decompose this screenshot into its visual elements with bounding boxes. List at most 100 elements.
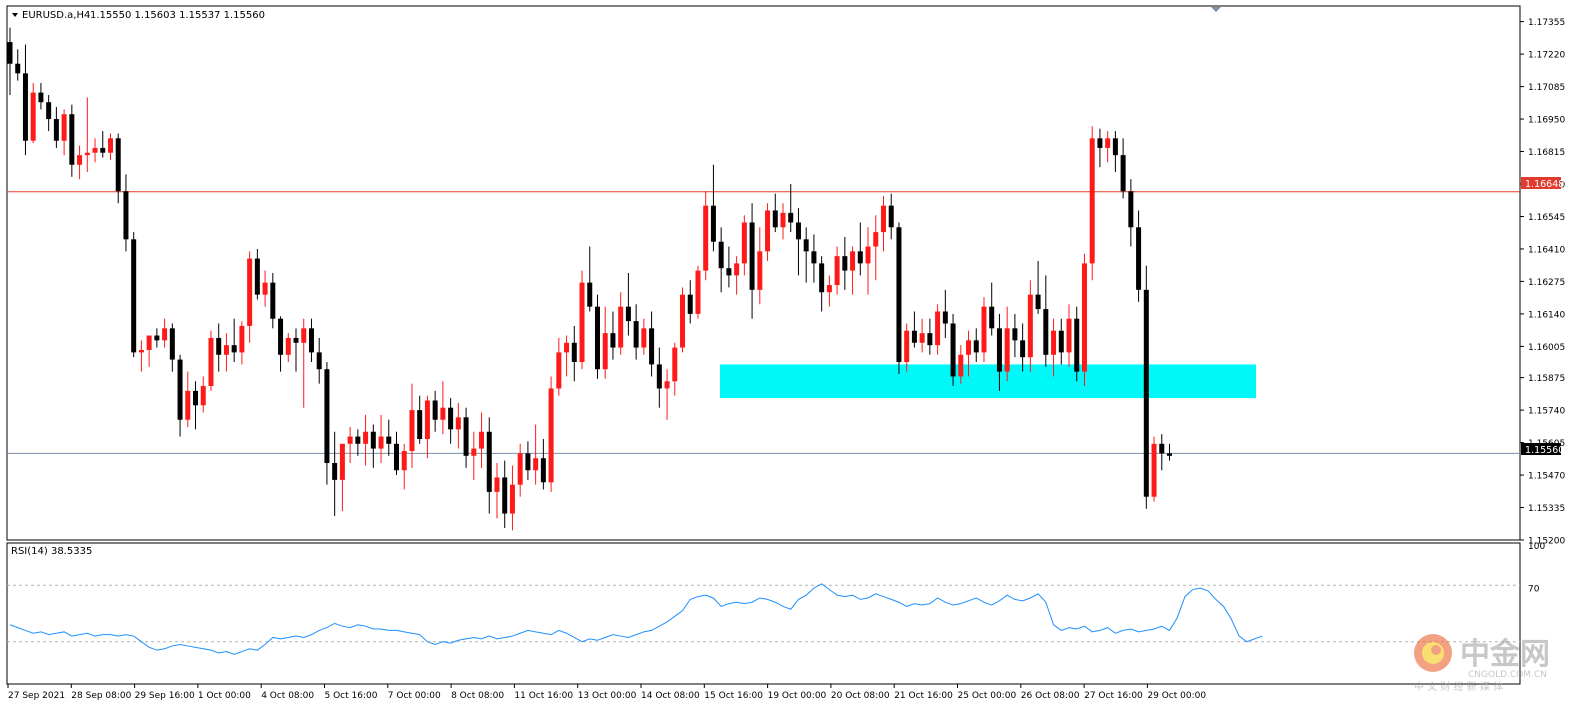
candle-body [77,155,83,165]
candle [695,265,701,319]
candle [904,323,910,372]
time-axis-label: 4 Oct 08:00 [261,691,314,701]
candle-body [1128,191,1134,228]
candle-body [471,448,477,456]
candle [950,313,956,387]
candle [935,304,941,355]
candle [1097,128,1103,168]
time-axis-label: 11 Oct 16:00 [514,691,573,701]
candle-body [394,443,399,471]
candle [486,417,492,514]
candle-body [463,417,469,456]
candle [1066,304,1072,367]
candle [1105,131,1111,163]
candle [38,82,44,110]
candle [989,282,995,336]
rsi-line [9,583,1263,655]
candle [958,345,964,384]
candle-body [880,205,886,233]
candle [795,208,801,276]
price-axis-label: 1.17085 [1528,83,1565,93]
candle-body [177,359,183,420]
candle-body [749,222,755,290]
candle [123,174,129,252]
candle [1151,436,1157,502]
candle [107,133,113,160]
rsi-panel-frame [6,542,1521,685]
time-axis-label: 8 Oct 08:00 [451,691,504,701]
symbol-menu-triangle-icon[interactable] [12,13,18,17]
candle [401,443,407,490]
candle-body [904,330,910,362]
ohlc-values: 1.15550 1.15603 1.15537 1.15560 [90,10,265,21]
candle-body [479,431,485,449]
candle-body [618,306,624,348]
candle [618,292,624,355]
candle [471,431,477,480]
candle-body [363,431,369,444]
candle [455,402,461,449]
chart-shift-marker-icon[interactable] [1211,7,1221,12]
candle-body [332,463,338,480]
candle [417,395,423,444]
candle [610,311,616,360]
candle-body [1027,294,1033,358]
symbol-label: EURUSD.a,H4 [22,10,90,21]
rsi-label: RSI(14) 38.5335 [11,546,92,557]
support-zone-rectangle[interactable] [720,364,1256,399]
candle-body [533,458,539,471]
time-axis-label: 29 Oct 00:00 [1147,691,1206,701]
candle-body [239,325,245,353]
candle-body [680,294,686,348]
candle [842,236,848,290]
candle [888,193,894,240]
candle [749,203,755,319]
candle-body [587,282,593,307]
candle [154,328,160,348]
candle [100,131,106,158]
candle-body [873,232,879,247]
watermark: 中金网 CNGOLD.COM.CN 中 文 财 经 新 媒 体 [1414,634,1550,693]
candle [726,246,732,288]
candle [494,463,500,519]
candle-body [950,323,956,377]
candle [1051,318,1057,377]
time-axis-label: 14 Oct 08:00 [641,691,700,701]
candle [587,246,593,312]
candle-body [1020,340,1026,358]
candle [819,256,825,312]
candle-body [1058,330,1064,353]
candle [757,227,763,305]
candle [880,196,886,252]
candle [448,398,454,444]
candle-body [30,92,36,141]
time-axis-label: 7 Oct 00:00 [388,691,441,701]
candle [672,342,678,396]
candle [208,330,214,391]
candle [656,347,662,408]
candle-body [1081,263,1087,372]
candle [355,429,361,456]
candle [1136,210,1142,302]
candle-body [262,282,268,295]
candle-body [301,328,307,343]
candle [115,133,121,204]
candle-body [92,147,98,153]
candle-body [911,330,917,343]
candle [548,376,554,492]
candle-body [649,328,655,365]
candle-body [765,210,771,252]
candle-body [370,431,376,449]
candle [1035,260,1041,314]
candle [594,294,600,379]
candle-body [888,205,894,228]
candle [239,321,245,365]
candle-body [602,333,608,370]
candle [571,325,577,382]
price-axis-label: 1.16140 [1528,310,1565,320]
candle [131,232,137,358]
candle [363,414,369,466]
candle [1128,179,1134,247]
